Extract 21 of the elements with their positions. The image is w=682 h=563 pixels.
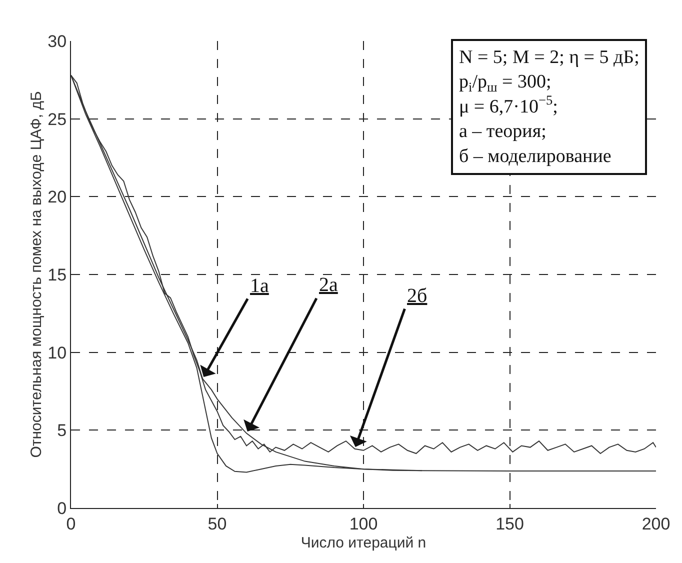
y-axis-title: Относительная мощность помех на выходе ЦАФ, дБ — [28, 91, 45, 458]
annotation: 2б — [407, 285, 428, 307]
y-tick-label: 15 — [48, 265, 67, 284]
x-tick-label: 100 — [349, 514, 378, 534]
annotation: N = 5; M = 2; η = 5 дБ; — [459, 47, 640, 68]
y-tick-label: 30 — [48, 32, 67, 51]
y-tick-label: 10 — [48, 343, 67, 362]
annotation: p$_{i}$/p$_{ш}$ = 300; — [459, 72, 552, 95]
x-tick-label: 200 — [642, 514, 670, 534]
annotation: 1а — [250, 275, 269, 297]
annotation: а – теория; — [459, 121, 546, 142]
annotation: μ = 6,7·10$^{−5}$; — [459, 92, 558, 118]
y-tick-label: 20 — [48, 188, 67, 207]
x-axis-title: Число итераций n — [300, 534, 426, 552]
y-tick-label: 0 — [57, 498, 67, 518]
y-tick-label: 25 — [48, 110, 67, 129]
x-tick-label: 50 — [208, 514, 227, 534]
y-tick-label: 5 — [57, 421, 67, 440]
x-tick-label: 150 — [496, 514, 524, 534]
annotation: 2а — [319, 274, 338, 296]
annotation: б – моделирование — [459, 146, 612, 167]
